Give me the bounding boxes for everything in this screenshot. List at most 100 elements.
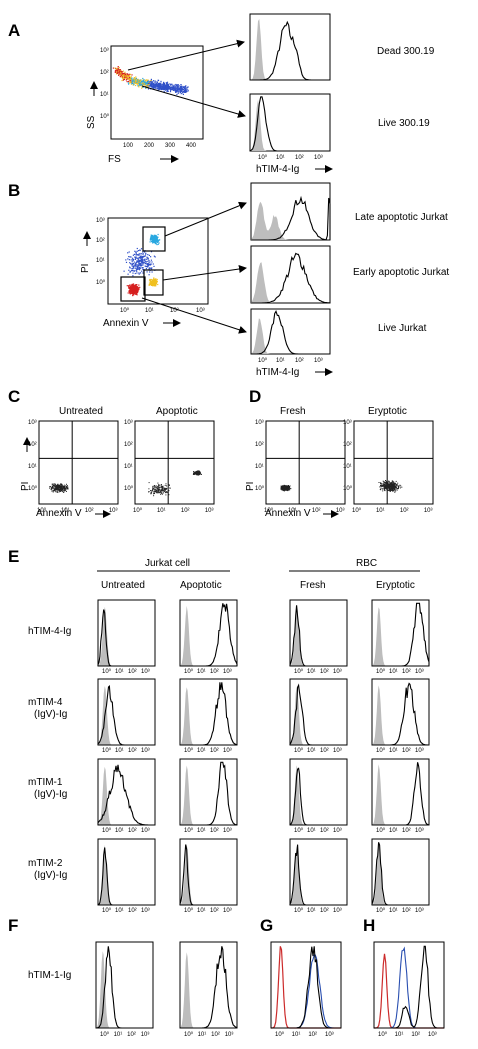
c-apoptotic-dot xyxy=(197,474,199,476)
c-apoptotic-dot xyxy=(196,472,198,474)
a-density-point xyxy=(176,86,178,88)
a-density-point xyxy=(121,71,123,73)
d-eryptotic-dot xyxy=(384,487,386,489)
a-density-point xyxy=(167,90,169,92)
c-untreated-dot xyxy=(49,487,51,489)
b-density-point xyxy=(151,267,153,269)
c-apoptotic-dot xyxy=(154,485,156,486)
d-eryptotic-dot xyxy=(385,487,386,488)
b-density-point xyxy=(136,257,138,259)
a-density-point xyxy=(159,83,161,85)
a-density-point xyxy=(170,84,172,86)
d-fresh-dot xyxy=(287,487,289,489)
a-density-point xyxy=(122,77,124,79)
e-hist-xtick: 10³ xyxy=(333,748,342,754)
a-density-point xyxy=(184,91,186,93)
c-untreated-dot xyxy=(53,490,55,492)
a-density-point xyxy=(126,73,128,75)
a-density-point xyxy=(177,84,179,86)
c-untreated-dot xyxy=(66,483,67,485)
a-density-point xyxy=(147,85,149,87)
c-untreated-dot xyxy=(57,489,59,491)
d-eryptotic-dot xyxy=(388,490,390,492)
d-eryptotic-dot xyxy=(382,488,384,490)
d-eryptotic-dot xyxy=(385,485,387,487)
a-density-point xyxy=(176,89,178,92)
a-density-point xyxy=(121,79,123,82)
a-density-point xyxy=(163,86,165,88)
e-hist-r2-c2: 10⁰ 10¹ 10² 10³ xyxy=(179,678,238,754)
e-hist-xtick: 10⁰ xyxy=(294,747,304,754)
d-ylabel: PI xyxy=(245,482,256,491)
b-density-point xyxy=(150,251,153,253)
b-density-point xyxy=(128,290,130,292)
e-hist-xtick: 10¹ xyxy=(307,669,316,675)
d-fresh-ytick: 10³ xyxy=(255,420,264,426)
b-density-point xyxy=(150,256,152,258)
a-density-point xyxy=(157,84,159,86)
d-fresh-dot xyxy=(283,484,285,486)
a-density-point xyxy=(141,87,143,89)
c-untreated-dot xyxy=(61,488,63,490)
d-eryptotic-dot xyxy=(387,490,389,491)
e-hist-r4-c2: 10⁰ 10¹ 10² 10³ xyxy=(179,838,238,914)
b-density-point xyxy=(152,239,154,241)
c-apoptotic-dot xyxy=(164,489,166,491)
c-untreated-dot xyxy=(57,484,58,486)
a-density-point xyxy=(137,78,139,80)
b-density-point xyxy=(154,243,156,245)
c-untreated-dot xyxy=(67,486,69,488)
a-density-point xyxy=(179,89,182,91)
c-untreated-dot xyxy=(66,486,68,488)
b-density-point xyxy=(140,265,142,267)
e-hist-control xyxy=(180,687,237,745)
a-density-point xyxy=(117,68,119,70)
c-apoptotic-ytick: 10² xyxy=(124,442,133,448)
a-hist-live-stain xyxy=(249,96,330,152)
e-hist-xtick: 10² xyxy=(128,828,137,834)
a-density-point xyxy=(128,83,130,85)
a-density-point xyxy=(174,87,176,89)
a-density-point xyxy=(123,74,125,76)
b-density-point xyxy=(136,294,138,296)
a-density-point xyxy=(167,88,170,90)
b-density-point xyxy=(131,283,133,286)
b-density-point xyxy=(141,270,143,272)
c-apoptotic-dot xyxy=(195,471,197,473)
d-eryptotic-dot xyxy=(386,486,388,488)
d-fresh-dot xyxy=(288,485,289,486)
d-eryptotic-dot xyxy=(399,487,401,489)
d-fresh-ytick: 10² xyxy=(255,442,264,448)
b-density-point xyxy=(127,292,129,294)
a-xtick-1: 100 xyxy=(123,143,134,149)
a-density-point xyxy=(185,91,187,93)
a-density-point xyxy=(126,77,128,79)
b-density-point xyxy=(148,254,150,256)
c-apoptotic-xtick: 10¹ xyxy=(157,508,166,514)
a-density-point xyxy=(153,83,155,85)
b-density-point xyxy=(139,269,141,271)
b-density-point xyxy=(151,261,153,263)
b-density-point xyxy=(150,281,152,283)
a-density-point xyxy=(182,88,185,90)
c-untreated-dot xyxy=(52,490,54,492)
a-density-point xyxy=(136,79,138,81)
d-eryptotic-dot xyxy=(389,484,391,486)
c-untreated-dot xyxy=(64,490,66,492)
a-density-point xyxy=(184,90,186,92)
a-density-point xyxy=(186,88,188,90)
c-untreated-ytick: 10⁰ xyxy=(28,485,38,492)
b-density-point xyxy=(151,236,153,238)
d-fresh-dot xyxy=(287,490,289,492)
d-eryptotic-xtick: 10¹ xyxy=(376,508,385,514)
b-density-point xyxy=(140,256,142,259)
c-apoptotic-dot xyxy=(154,485,156,487)
c-untreated-dot xyxy=(62,485,64,487)
e-hist-control xyxy=(290,686,347,745)
d-fresh-dot xyxy=(286,485,288,487)
a-density-point xyxy=(172,88,174,90)
a-density-point xyxy=(156,88,158,90)
c-apoptotic-dot xyxy=(158,489,160,491)
c-untreated-dot xyxy=(54,484,56,485)
b-htick-4: 10³ xyxy=(314,358,323,364)
